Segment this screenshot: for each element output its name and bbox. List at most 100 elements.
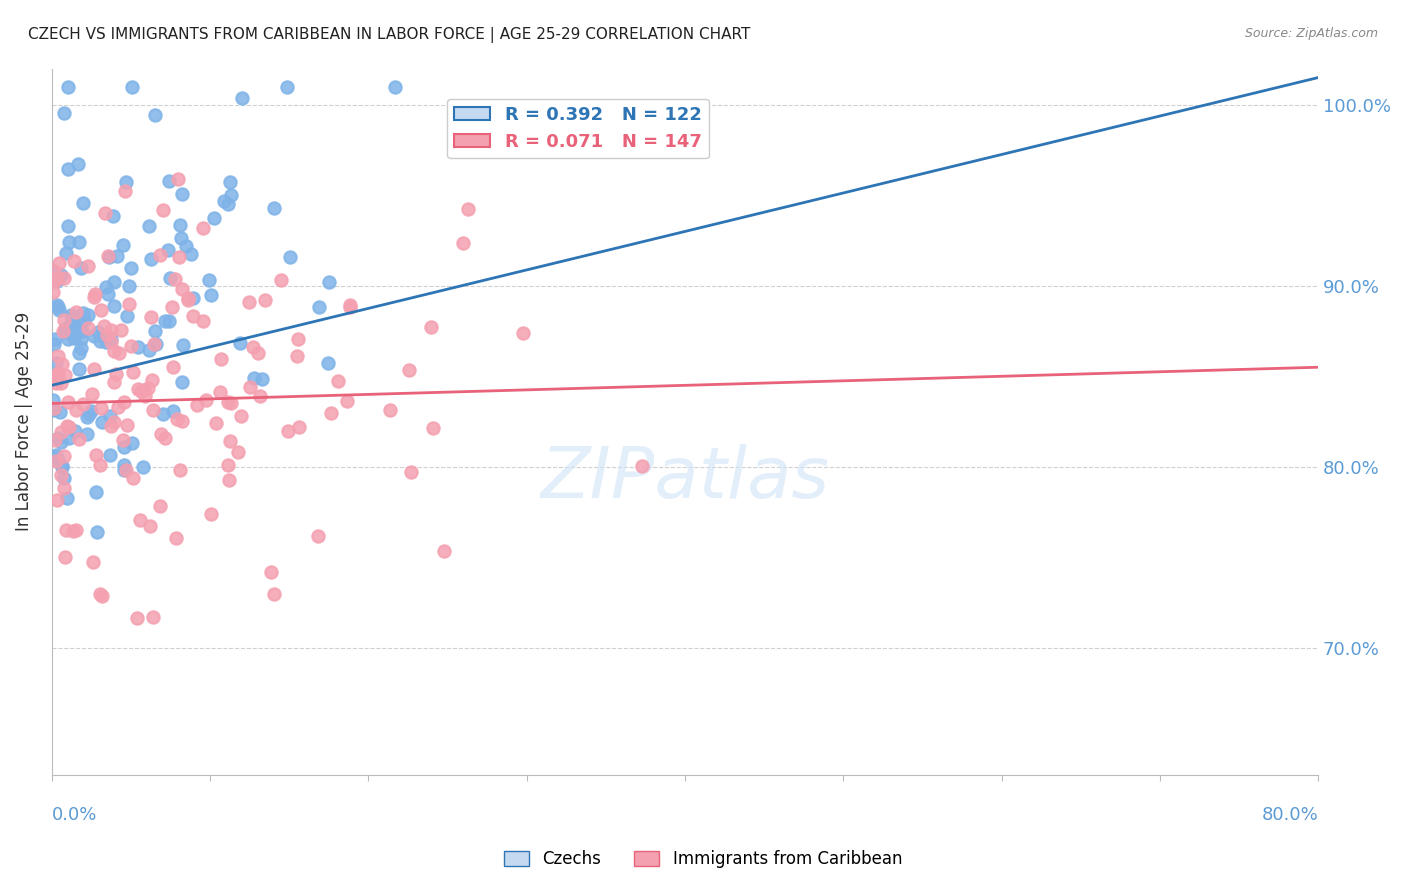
Point [378,403,401,417]
Point [67,235,90,249]
Point [153,431,176,445]
Point [202,211,225,226]
Point [65,402,87,417]
Point [120,339,142,353]
Point [44,336,66,351]
Point [152,407,174,421]
Point [51,435,73,450]
Point [114,458,136,472]
Text: CZECH VS IMMIGRANTS FROM CARIBBEAN IN LABOR FORCE | AGE 25-29 CORRELATION CHART: CZECH VS IMMIGRANTS FROM CARIBBEAN IN LA… [28,27,751,43]
Point [52,450,75,464]
Point [172,376,194,390]
Point [457,202,479,216]
Point [53,270,76,285]
Point [69,317,91,331]
Point [138,219,160,234]
Point [45,376,67,390]
Point [59,308,82,322]
Point [239,380,262,394]
Point [42,263,65,277]
Point [339,297,361,311]
Point [52,106,75,120]
Point [112,440,135,454]
Point [94,334,117,349]
Point [115,417,138,432]
Point [55,245,77,260]
Point [127,610,149,624]
Point [82,555,104,569]
Point [55,523,77,537]
Point [76,427,98,442]
Point [46,300,69,314]
Point [198,273,221,287]
Point [52,324,75,338]
Point [219,187,242,202]
Point [65,523,87,537]
Point [83,290,105,304]
Point [172,283,194,297]
Point [221,395,243,409]
Point [100,332,122,346]
Point [67,362,90,376]
Point [96,327,118,342]
Point [105,249,128,263]
Point [180,247,202,261]
Point [45,454,67,468]
Point [127,382,149,396]
Point [89,587,111,601]
Point [112,395,135,409]
Point [204,416,226,430]
Point [55,491,77,505]
Point [308,300,330,314]
Point [48,256,70,270]
Point [129,384,152,398]
Point [157,243,180,257]
Point [153,314,176,328]
Point [169,218,191,232]
Point [46,298,69,312]
Point [89,334,111,349]
Point [129,513,152,527]
Point [45,271,67,285]
Point [159,270,181,285]
Point [200,288,222,302]
Point [97,287,120,301]
Point [172,186,194,201]
Point [107,401,129,415]
Point [97,250,120,264]
Point [172,338,194,352]
Point [162,359,184,374]
Point [46,431,69,445]
Point [53,549,76,564]
Point [115,309,138,323]
Point [208,384,231,399]
Point [80,387,103,401]
Point [174,238,197,252]
Point [90,401,112,415]
Point [42,401,65,415]
Point [170,414,193,428]
Point [249,389,271,403]
Point [48,349,70,363]
Y-axis label: In Labor Force | Age 25-29: In Labor Force | Age 25-29 [15,312,32,531]
Point [49,425,72,439]
Point [226,445,249,459]
Point [278,251,301,265]
Point [100,335,122,350]
Point [399,466,422,480]
Point [53,322,76,336]
Point [45,356,67,370]
Point [93,318,115,333]
Point [72,195,94,210]
Point [58,235,80,249]
Point [263,587,285,601]
Point [139,310,162,324]
Point [44,372,66,386]
Point [58,431,80,445]
Point [76,308,98,322]
Point [150,426,173,441]
Point [56,394,79,409]
Point [83,328,105,343]
Point [98,448,121,462]
Point [139,252,162,267]
